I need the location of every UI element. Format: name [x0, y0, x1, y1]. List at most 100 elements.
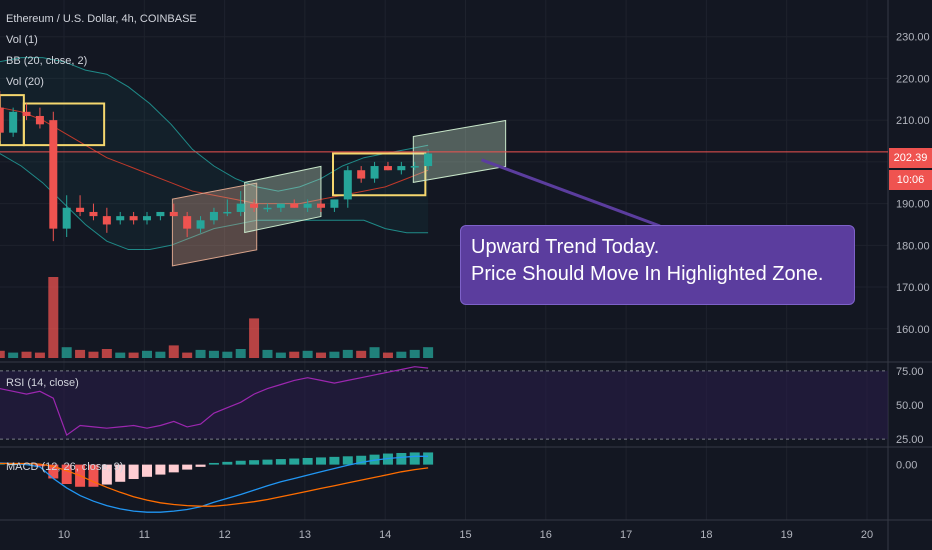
- time-axis-label: 15: [459, 529, 471, 541]
- candle-body: [156, 211, 165, 217]
- volume-bar: [101, 349, 112, 358]
- macd-histogram-bar: [48, 464, 59, 479]
- macd-histogram-bar: [8, 464, 19, 466]
- candle-body: [89, 211, 98, 217]
- macd-signal-line: [0, 462, 429, 507]
- volume-bar: [302, 350, 313, 358]
- study-rsi-label[interactable]: RSI (14, close): [6, 377, 79, 389]
- bb-upper-line: [0, 57, 429, 192]
- candle-body: [370, 166, 379, 179]
- volume-bar: [155, 351, 166, 358]
- annotation-callout[interactable]: Upward Trend Today. Price Should Move In…: [460, 225, 855, 305]
- study-vol20-label[interactable]: Vol (20): [6, 76, 44, 88]
- volume-bar: [275, 352, 286, 358]
- macd-histogram-bar: [262, 459, 273, 465]
- price-axis-label: 160.00: [896, 324, 930, 336]
- candle-body: [357, 170, 366, 179]
- volume-bar: [342, 349, 353, 358]
- candle-body: [102, 216, 111, 225]
- time-axis-label: 12: [218, 529, 230, 541]
- price-axis-label: 210.00: [896, 115, 930, 127]
- volume-bar: [0, 350, 5, 358]
- volume-bar: [195, 349, 206, 358]
- candle-body: [35, 115, 44, 125]
- symbol-title[interactable]: Ethereum / U.S. Dollar, 4h, COINBASE: [6, 13, 197, 25]
- rsi-axis-label: 25.00: [896, 434, 924, 446]
- time-axis-label: 11: [139, 529, 150, 541]
- highlight-zone: [244, 165, 322, 234]
- time-axis-label: 19: [781, 529, 793, 541]
- candle-body: [116, 216, 125, 221]
- macd-histogram-bar: [155, 464, 166, 475]
- study-bb-label[interactable]: BB (20, close, 2): [6, 55, 88, 67]
- time-axis-label: 20: [861, 529, 873, 541]
- last-price-badge: 202.39: [889, 148, 932, 168]
- volume-bar: [142, 350, 153, 358]
- annotation-line-1: Upward Trend Today.: [471, 236, 660, 258]
- volume-bar: [235, 349, 246, 358]
- bb-lower-line: [0, 153, 429, 250]
- candle-body: [410, 166, 419, 168]
- candle-body: [22, 111, 31, 116]
- time-axis-label: 13: [299, 529, 311, 541]
- macd-histogram-bar: [409, 452, 420, 465]
- volume-bar: [21, 351, 32, 358]
- rsi-line: [0, 366, 429, 437]
- macd-histogram-bar: [101, 464, 112, 485]
- candle-body: [223, 211, 232, 214]
- time-axis-label: 16: [540, 529, 552, 541]
- candle-body: [143, 216, 152, 221]
- highlight-zone: [22, 102, 106, 147]
- macd-histogram-bar: [249, 460, 260, 465]
- macd-histogram-bar: [423, 452, 434, 465]
- time-axis-label: 14: [379, 529, 391, 541]
- volume-bar: [75, 349, 86, 358]
- candle-body: [209, 211, 218, 221]
- volume-bar: [128, 352, 139, 358]
- macd-histogram-bar: [275, 459, 286, 465]
- candle-body: [317, 203, 326, 208]
- candle-body: [183, 216, 192, 229]
- candle-body: [169, 211, 178, 217]
- price-axis-label: 230.00: [896, 32, 930, 44]
- candle-body: [49, 120, 58, 229]
- volume-bar: [329, 351, 340, 358]
- candle-body: [290, 203, 299, 208]
- macd-histogram-bar: [115, 464, 126, 482]
- candle-body: [62, 207, 71, 229]
- macd-histogram-bar: [61, 464, 72, 484]
- volume-bar: [88, 351, 99, 358]
- macd-histogram-bar: [142, 464, 153, 477]
- candle-body: [9, 111, 18, 133]
- macd-histogram-bar: [329, 456, 340, 465]
- volume-bar: [396, 351, 407, 358]
- volume-bar: [168, 345, 179, 358]
- candle-body: [343, 170, 352, 200]
- annotation-pointer: [481, 158, 661, 228]
- rsi-band: [0, 370, 888, 440]
- volume-bar: [382, 352, 393, 358]
- candle-body: [397, 166, 406, 171]
- highlight-zone: [171, 182, 258, 267]
- time-axis-label: 10: [58, 529, 70, 541]
- macd-histogram-bar: [316, 457, 327, 465]
- study-macd-label[interactable]: MACD (12, 26, close, 9): [6, 461, 124, 473]
- candle-body: [263, 207, 272, 210]
- annotation-line-2: Price Should Move In Highlighted Zone.: [471, 263, 824, 285]
- macd-histogram-bar: [356, 455, 367, 465]
- study-vol1-label[interactable]: Vol (1): [6, 34, 38, 46]
- time-axis-label: 17: [620, 529, 632, 541]
- rsi-axis-label: 50.00: [896, 400, 924, 412]
- candle-body: [424, 153, 433, 167]
- candle-body: [76, 207, 85, 212]
- price-axis-label: 220.00: [896, 73, 930, 85]
- candle-body: [303, 203, 312, 208]
- macd-histogram-bar: [208, 462, 219, 465]
- time-axis-label: 18: [700, 529, 712, 541]
- macd-histogram-bar: [88, 464, 99, 487]
- macd-histogram-bar: [396, 452, 407, 465]
- macd-histogram-bar: [168, 464, 179, 473]
- volume-bar: [61, 347, 72, 358]
- bar-countdown-badge: 10:06: [889, 170, 932, 190]
